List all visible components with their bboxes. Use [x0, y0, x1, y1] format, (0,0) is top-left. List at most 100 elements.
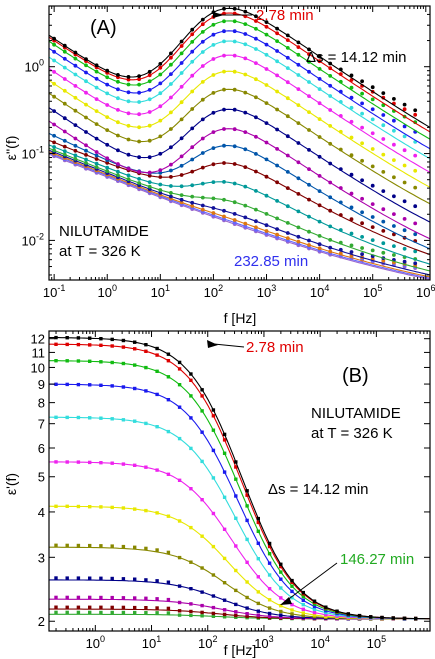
- permittivity-point: [155, 468, 159, 472]
- loss-point: [190, 204, 195, 208]
- loss-point: [317, 189, 322, 194]
- permittivity-point: [267, 614, 272, 618]
- loss-point: [169, 82, 173, 86]
- loss-point: [338, 114, 343, 118]
- loss-point: [254, 169, 258, 174]
- loss-point: [116, 73, 120, 77]
- permittivity-point: [99, 337, 103, 341]
- loss-point: [52, 145, 56, 149]
- loss-point: [94, 161, 99, 166]
- permittivity-point: [177, 478, 182, 482]
- loss-point: [285, 96, 290, 101]
- permittivity-point: [234, 588, 238, 593]
- loss-point: [84, 63, 88, 68]
- loss-point: [190, 200, 195, 205]
- loss-point: [158, 175, 163, 179]
- loss-point: [307, 69, 311, 74]
- loss-point: [211, 196, 216, 201]
- loss-point: [328, 195, 333, 200]
- permittivity-point: [177, 367, 182, 371]
- loss-point: [137, 100, 142, 104]
- loss-point: [275, 39, 279, 43]
- loss-point: [62, 116, 67, 121]
- loss-point: [179, 39, 184, 44]
- permittivity-point: [256, 557, 260, 561]
- y-tick-label: 4: [38, 505, 45, 520]
- loss-point: [62, 43, 67, 48]
- loss-point: [94, 76, 99, 81]
- loss-point: [285, 55, 290, 60]
- loss-point: [317, 174, 322, 178]
- permittivity-point: [290, 602, 294, 607]
- loss-point: [73, 136, 78, 141]
- permittivity-point: [279, 613, 283, 617]
- loss-point: [84, 153, 88, 157]
- loss-point: [126, 90, 131, 95]
- permittivity-point: [88, 343, 92, 347]
- permittivity-point: [76, 576, 81, 580]
- loss-point: [328, 208, 333, 213]
- permittivity-point: [133, 347, 137, 351]
- permittivity-point: [65, 336, 69, 340]
- permittivity-point: [99, 595, 103, 600]
- y-tick-label: 10: [31, 360, 45, 375]
- permittivity-point: [222, 451, 227, 455]
- permittivity-point: [312, 602, 317, 606]
- loss-curve-11: [49, 139, 430, 256]
- loss-point: [243, 203, 248, 208]
- loss-point: [381, 250, 386, 255]
- loss-point: [307, 60, 311, 64]
- loss-point: [158, 182, 163, 187]
- permittivity-point: [279, 586, 283, 590]
- permittivity-point: [65, 342, 69, 347]
- loss-point: [200, 80, 205, 84]
- permittivity-point: [211, 544, 216, 549]
- loss-point: [392, 212, 396, 217]
- permittivity-point: [121, 338, 126, 343]
- permittivity-point: [65, 595, 69, 600]
- permittivity-point: [222, 556, 227, 561]
- permittivity-point: [144, 508, 148, 513]
- permittivity-point: [65, 543, 69, 548]
- x-tick-label: 104: [310, 283, 329, 300]
- loss-point: [179, 184, 184, 189]
- permittivity-point: [245, 595, 249, 600]
- permittivity-point: [245, 560, 249, 564]
- loss-point: [222, 180, 226, 184]
- loss-point: [222, 161, 226, 165]
- permittivity-curve-0: [49, 337, 430, 620]
- loss-point: [147, 170, 152, 175]
- permittivity-point: [267, 541, 272, 546]
- permittivity-point: [177, 609, 182, 613]
- permittivity-point: [88, 595, 92, 600]
- panel-a-time-last: 232.85 min: [234, 253, 308, 270]
- loss-point: [264, 67, 269, 71]
- loss-point: [84, 143, 88, 148]
- loss-point: [285, 204, 290, 209]
- loss-point: [137, 169, 142, 174]
- loss-point: [264, 223, 269, 228]
- permittivity-point: [99, 605, 103, 609]
- permittivity-point: [211, 573, 216, 577]
- loss-point: [126, 152, 131, 157]
- loss-point: [211, 73, 216, 77]
- loss-point: [285, 66, 290, 70]
- loss-point: [105, 156, 110, 161]
- permittivity-point: [200, 388, 204, 392]
- loss-point: [222, 107, 226, 112]
- panel-b-time-last-arrow: [285, 562, 338, 602]
- loss-point: [307, 148, 311, 152]
- loss-point: [413, 204, 418, 209]
- loss-point: [402, 199, 407, 204]
- loss-point: [211, 146, 216, 151]
- permittivity-point: [144, 365, 148, 370]
- loss-point: [179, 173, 184, 177]
- loss-point: [200, 207, 205, 212]
- loss-point: [232, 87, 237, 92]
- loss-point: [381, 152, 386, 157]
- loss-point: [338, 213, 343, 217]
- permittivity-point: [324, 605, 328, 609]
- loss-point: [349, 119, 354, 124]
- loss-point: [338, 79, 343, 84]
